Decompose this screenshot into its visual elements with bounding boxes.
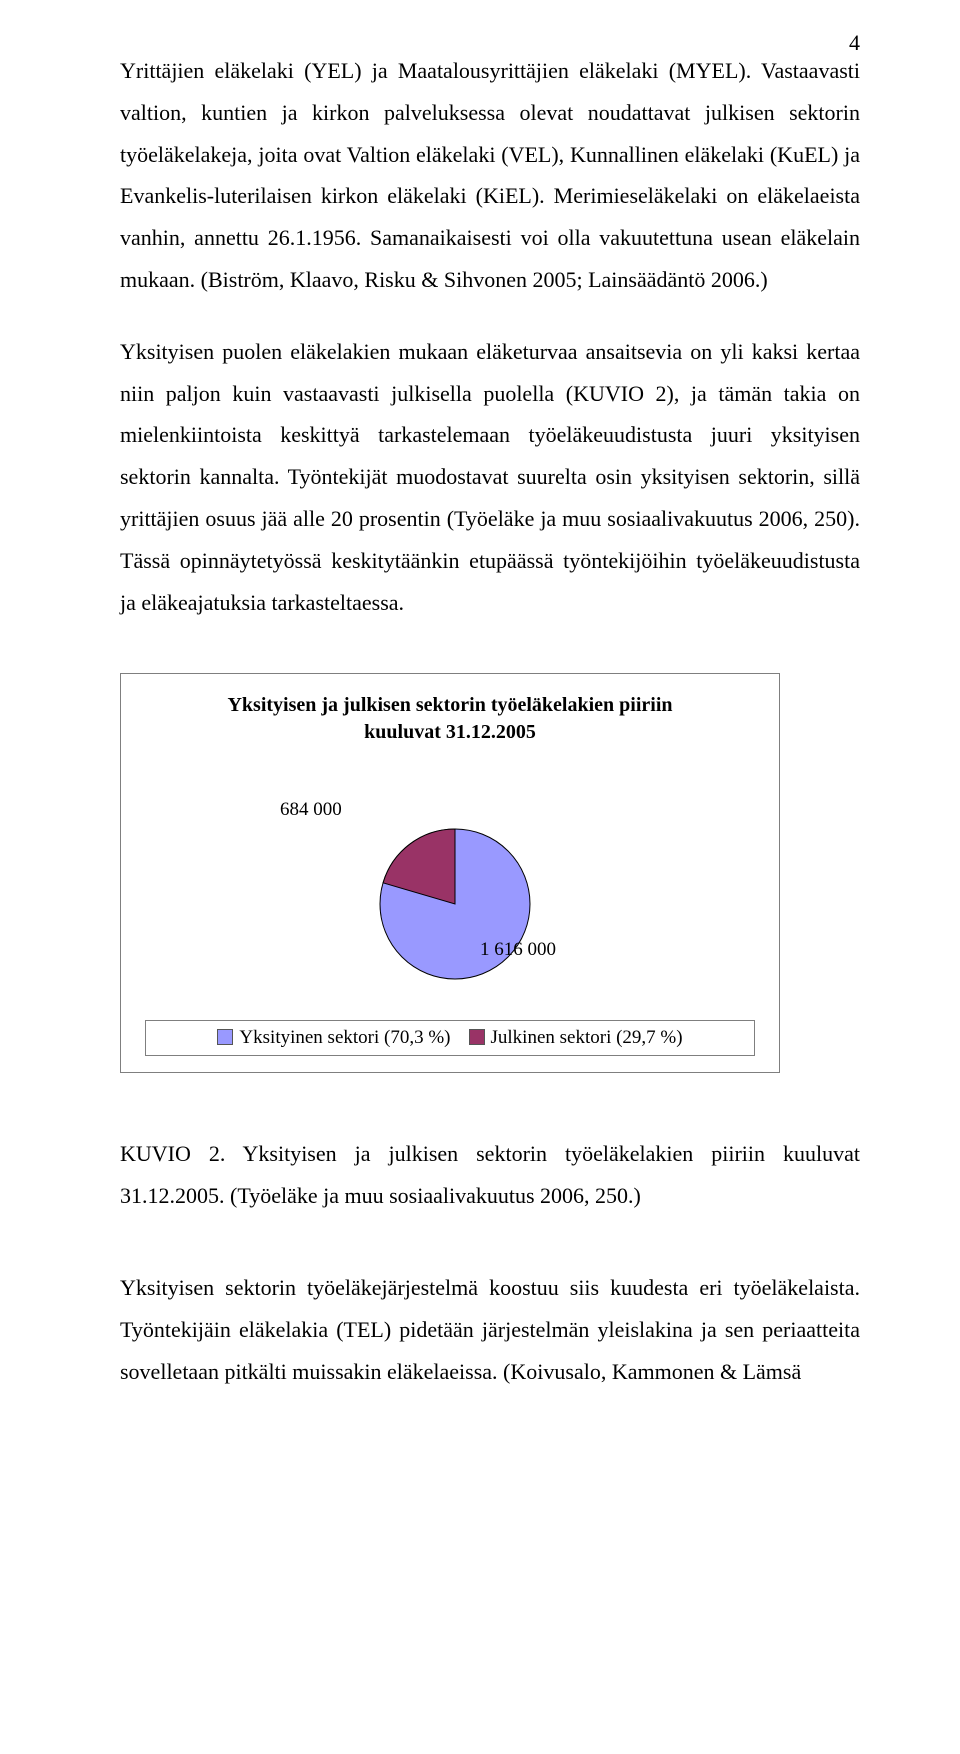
paragraph-2: Yksityisen puolen eläkelakien mukaan elä… bbox=[120, 331, 860, 624]
pie-label-yksityinen: 1 616 000 bbox=[480, 939, 556, 961]
paragraph-1: Yrittäjien eläkelaki (YEL) ja Maatalousy… bbox=[120, 50, 860, 301]
chart-area: 684 000 1 616 000 bbox=[145, 754, 755, 1014]
chart-legend: Yksityinen sektori (70,3 %) Julkinen sek… bbox=[145, 1020, 755, 1056]
chart-title-line1: Yksityisen ja julkisen sektorin työeläke… bbox=[227, 694, 672, 716]
chart-title-line2: kuuluvat 31.12.2005 bbox=[364, 721, 536, 743]
chart-container: Yksityisen ja julkisen sektorin työeläke… bbox=[120, 673, 780, 1073]
legend-text-yksityinen: Yksityinen sektori (70,3 %) bbox=[239, 1027, 450, 1048]
legend-swatch-yksityinen bbox=[217, 1029, 233, 1045]
legend-item-julkinen: Julkinen sektori (29,7 %) bbox=[469, 1027, 683, 1049]
page-number: 4 bbox=[849, 30, 860, 56]
pie-label-julkinen: 684 000 bbox=[280, 799, 342, 821]
legend-text-julkinen: Julkinen sektori (29,7 %) bbox=[491, 1027, 683, 1048]
chart-title: Yksityisen ja julkisen sektorin työeläke… bbox=[145, 692, 755, 746]
chart-caption: KUVIO 2. Yksityisen ja julkisen sektorin… bbox=[120, 1133, 860, 1217]
paragraph-3: Yksityisen sektorin työeläkejärjestelmä … bbox=[120, 1267, 860, 1392]
legend-swatch-julkinen bbox=[469, 1029, 485, 1045]
legend-item-yksityinen: Yksityinen sektori (70,3 %) bbox=[217, 1027, 450, 1049]
